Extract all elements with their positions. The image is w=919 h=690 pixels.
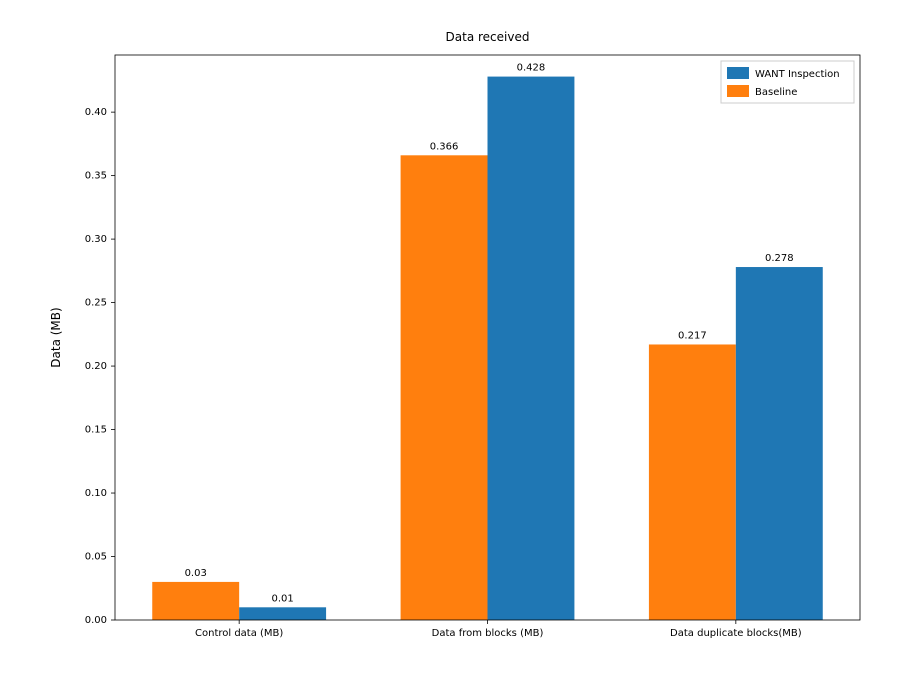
bar-chart: 0.00 0.05 0.10 0.15 0.20 0.25 0.30 0.35 0.40 Cont… <box>0 0 919 690</box>
legend-swatch <box>727 85 749 97</box>
bar <box>239 607 326 620</box>
y-tick-label: 0.15 <box>85 425 107 436</box>
bar <box>736 267 823 620</box>
bar-value-label: 0.428 <box>517 63 546 74</box>
chart-container: 0.00 0.05 0.10 0.15 0.20 0.25 0.30 0.35 0.40 Cont… <box>0 0 919 690</box>
bar-value-label: 0.03 <box>185 568 207 579</box>
legend-swatch <box>727 67 749 79</box>
x-tick-label: Data from blocks (MB) <box>432 628 544 639</box>
y-tick-label: 0.05 <box>85 552 107 563</box>
x-tick-label: Control data (MB) <box>195 628 283 639</box>
bar <box>401 155 488 620</box>
chart-title: Data received <box>446 30 530 44</box>
y-tick-label: 0.20 <box>85 361 107 372</box>
bar-value-label: 0.278 <box>765 253 794 264</box>
bar-value-label: 0.217 <box>678 330 707 341</box>
bar-value-label: 0.366 <box>430 141 459 152</box>
bar <box>649 344 736 620</box>
bar <box>152 582 239 620</box>
y-axis-label: Data (MB) <box>49 307 63 367</box>
legend-label: WANT Inspection <box>755 69 840 80</box>
y-tick-label: 0.00 <box>85 615 107 626</box>
x-tick-label: Data duplicate blocks(MB) <box>670 628 802 639</box>
y-tick-label: 0.35 <box>85 171 107 182</box>
y-tick-label: 0.40 <box>85 107 107 118</box>
bar <box>488 77 575 620</box>
y-tick-label: 0.30 <box>85 234 107 245</box>
legend-label: Baseline <box>755 87 797 98</box>
bar-value-label: 0.01 <box>271 593 293 604</box>
y-tick-label: 0.10 <box>85 488 107 499</box>
y-tick-label: 0.25 <box>85 298 107 309</box>
